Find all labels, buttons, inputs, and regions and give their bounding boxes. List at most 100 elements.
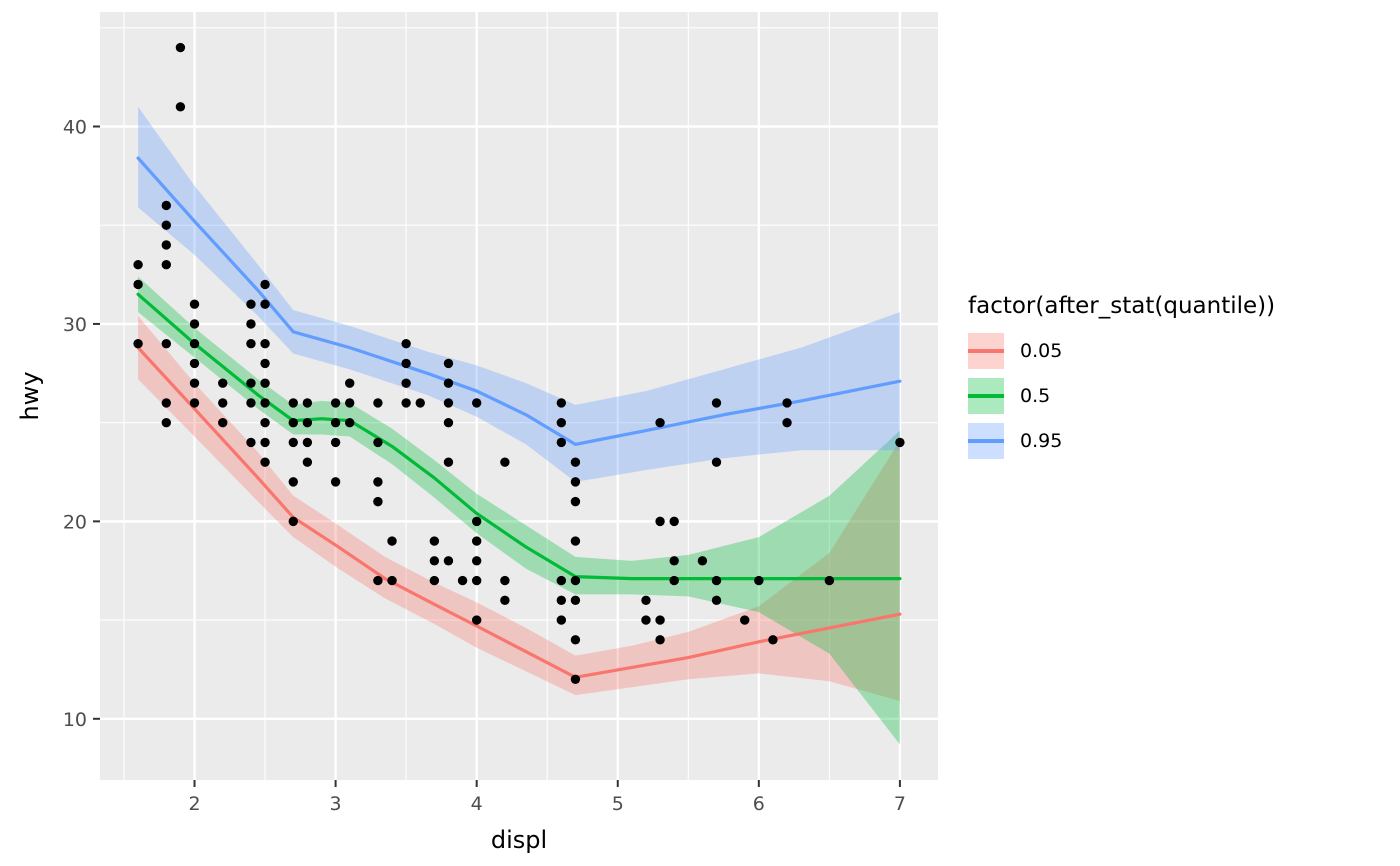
data-point	[387, 536, 397, 546]
data-point	[782, 417, 792, 428]
data-point	[443, 398, 454, 408]
data-point	[401, 378, 411, 388]
ribbon-0.95	[138, 106, 900, 482]
data-point	[697, 556, 708, 566]
data-point	[260, 398, 270, 408]
data-point	[768, 635, 778, 645]
data-point	[345, 378, 355, 388]
data-point	[260, 378, 270, 388]
data-point	[711, 575, 722, 586]
data-point	[570, 635, 581, 645]
data-point	[133, 279, 143, 290]
data-point	[471, 536, 482, 546]
x-tick-label-3: 3	[330, 793, 342, 815]
data-point	[218, 417, 228, 428]
data-point	[288, 437, 298, 448]
legend-entry-0.95: 0.95	[968, 423, 1398, 459]
data-point	[260, 338, 270, 349]
data-point	[556, 575, 567, 586]
data-point	[500, 575, 510, 586]
data-point	[570, 674, 581, 685]
scatter-points	[133, 42, 905, 685]
data-point	[246, 299, 256, 309]
x-tick-label-2: 2	[188, 793, 200, 815]
data-point	[260, 457, 270, 467]
data-point	[429, 556, 440, 566]
data-point	[570, 536, 581, 546]
data-point	[288, 417, 298, 428]
legend-entry-0.05: 0.05	[968, 333, 1398, 369]
x-axis-title: displ	[490, 826, 548, 854]
data-point	[556, 615, 567, 625]
data-point	[246, 338, 256, 349]
data-point	[669, 556, 679, 566]
data-point	[895, 437, 905, 448]
data-point	[189, 398, 200, 408]
data-point	[345, 417, 355, 428]
data-point	[570, 575, 581, 586]
data-point	[373, 477, 383, 487]
data-point	[302, 437, 313, 448]
data-point	[754, 575, 764, 586]
data-point	[189, 319, 200, 329]
data-point	[161, 240, 172, 250]
x-tick-label-4: 4	[471, 793, 483, 815]
legend-entry-0.5: 0.5	[968, 378, 1398, 414]
ribbon-0.05	[138, 316, 900, 702]
x-tick-label-5: 5	[612, 793, 624, 815]
data-point	[471, 575, 482, 586]
data-point	[655, 417, 665, 428]
data-point	[189, 358, 200, 369]
x-tick-label-7: 7	[894, 793, 906, 815]
legend-label: 0.5	[1020, 385, 1051, 407]
data-point	[711, 398, 722, 408]
data-point	[218, 398, 228, 408]
data-point	[401, 398, 411, 408]
data-point	[161, 398, 172, 408]
data-point	[302, 457, 313, 467]
data-point	[655, 615, 665, 625]
data-point	[218, 378, 228, 388]
data-point	[161, 260, 172, 270]
quantile-line-0.5	[136, 292, 902, 581]
data-point	[401, 358, 411, 369]
data-point	[175, 102, 186, 112]
data-point	[175, 42, 186, 53]
data-point	[443, 358, 454, 369]
data-point	[443, 417, 454, 428]
data-point	[655, 516, 665, 527]
data-point	[669, 516, 679, 527]
data-point	[189, 299, 200, 309]
data-point	[330, 398, 341, 408]
data-point	[387, 575, 397, 586]
y-tick-label-30: 30	[63, 314, 87, 336]
data-point	[246, 319, 256, 329]
data-point	[260, 437, 270, 448]
legend-key-line	[968, 394, 1004, 398]
legend-key-line	[968, 349, 1004, 353]
data-point	[655, 635, 665, 645]
data-point	[443, 378, 454, 388]
data-point	[189, 378, 200, 388]
data-point	[443, 457, 454, 467]
data-point	[161, 417, 172, 428]
legend-key-line	[968, 439, 1004, 443]
quantile-line-0.95	[136, 156, 902, 446]
data-point	[302, 417, 313, 428]
data-point	[330, 437, 341, 448]
data-point	[373, 496, 383, 507]
data-point	[401, 338, 411, 349]
data-point	[711, 457, 722, 467]
legend-key-icon	[968, 423, 1004, 459]
data-point	[782, 398, 792, 408]
data-point	[556, 398, 567, 408]
data-point	[288, 516, 298, 527]
data-point	[443, 556, 454, 566]
data-point	[133, 338, 143, 349]
data-point	[457, 575, 468, 586]
axis-tick-labels: 2 3 4 5 6 7 10 20 30 40	[63, 117, 906, 815]
data-point	[161, 338, 172, 349]
data-point	[500, 457, 510, 467]
data-point	[189, 338, 200, 349]
data-point	[570, 477, 581, 487]
